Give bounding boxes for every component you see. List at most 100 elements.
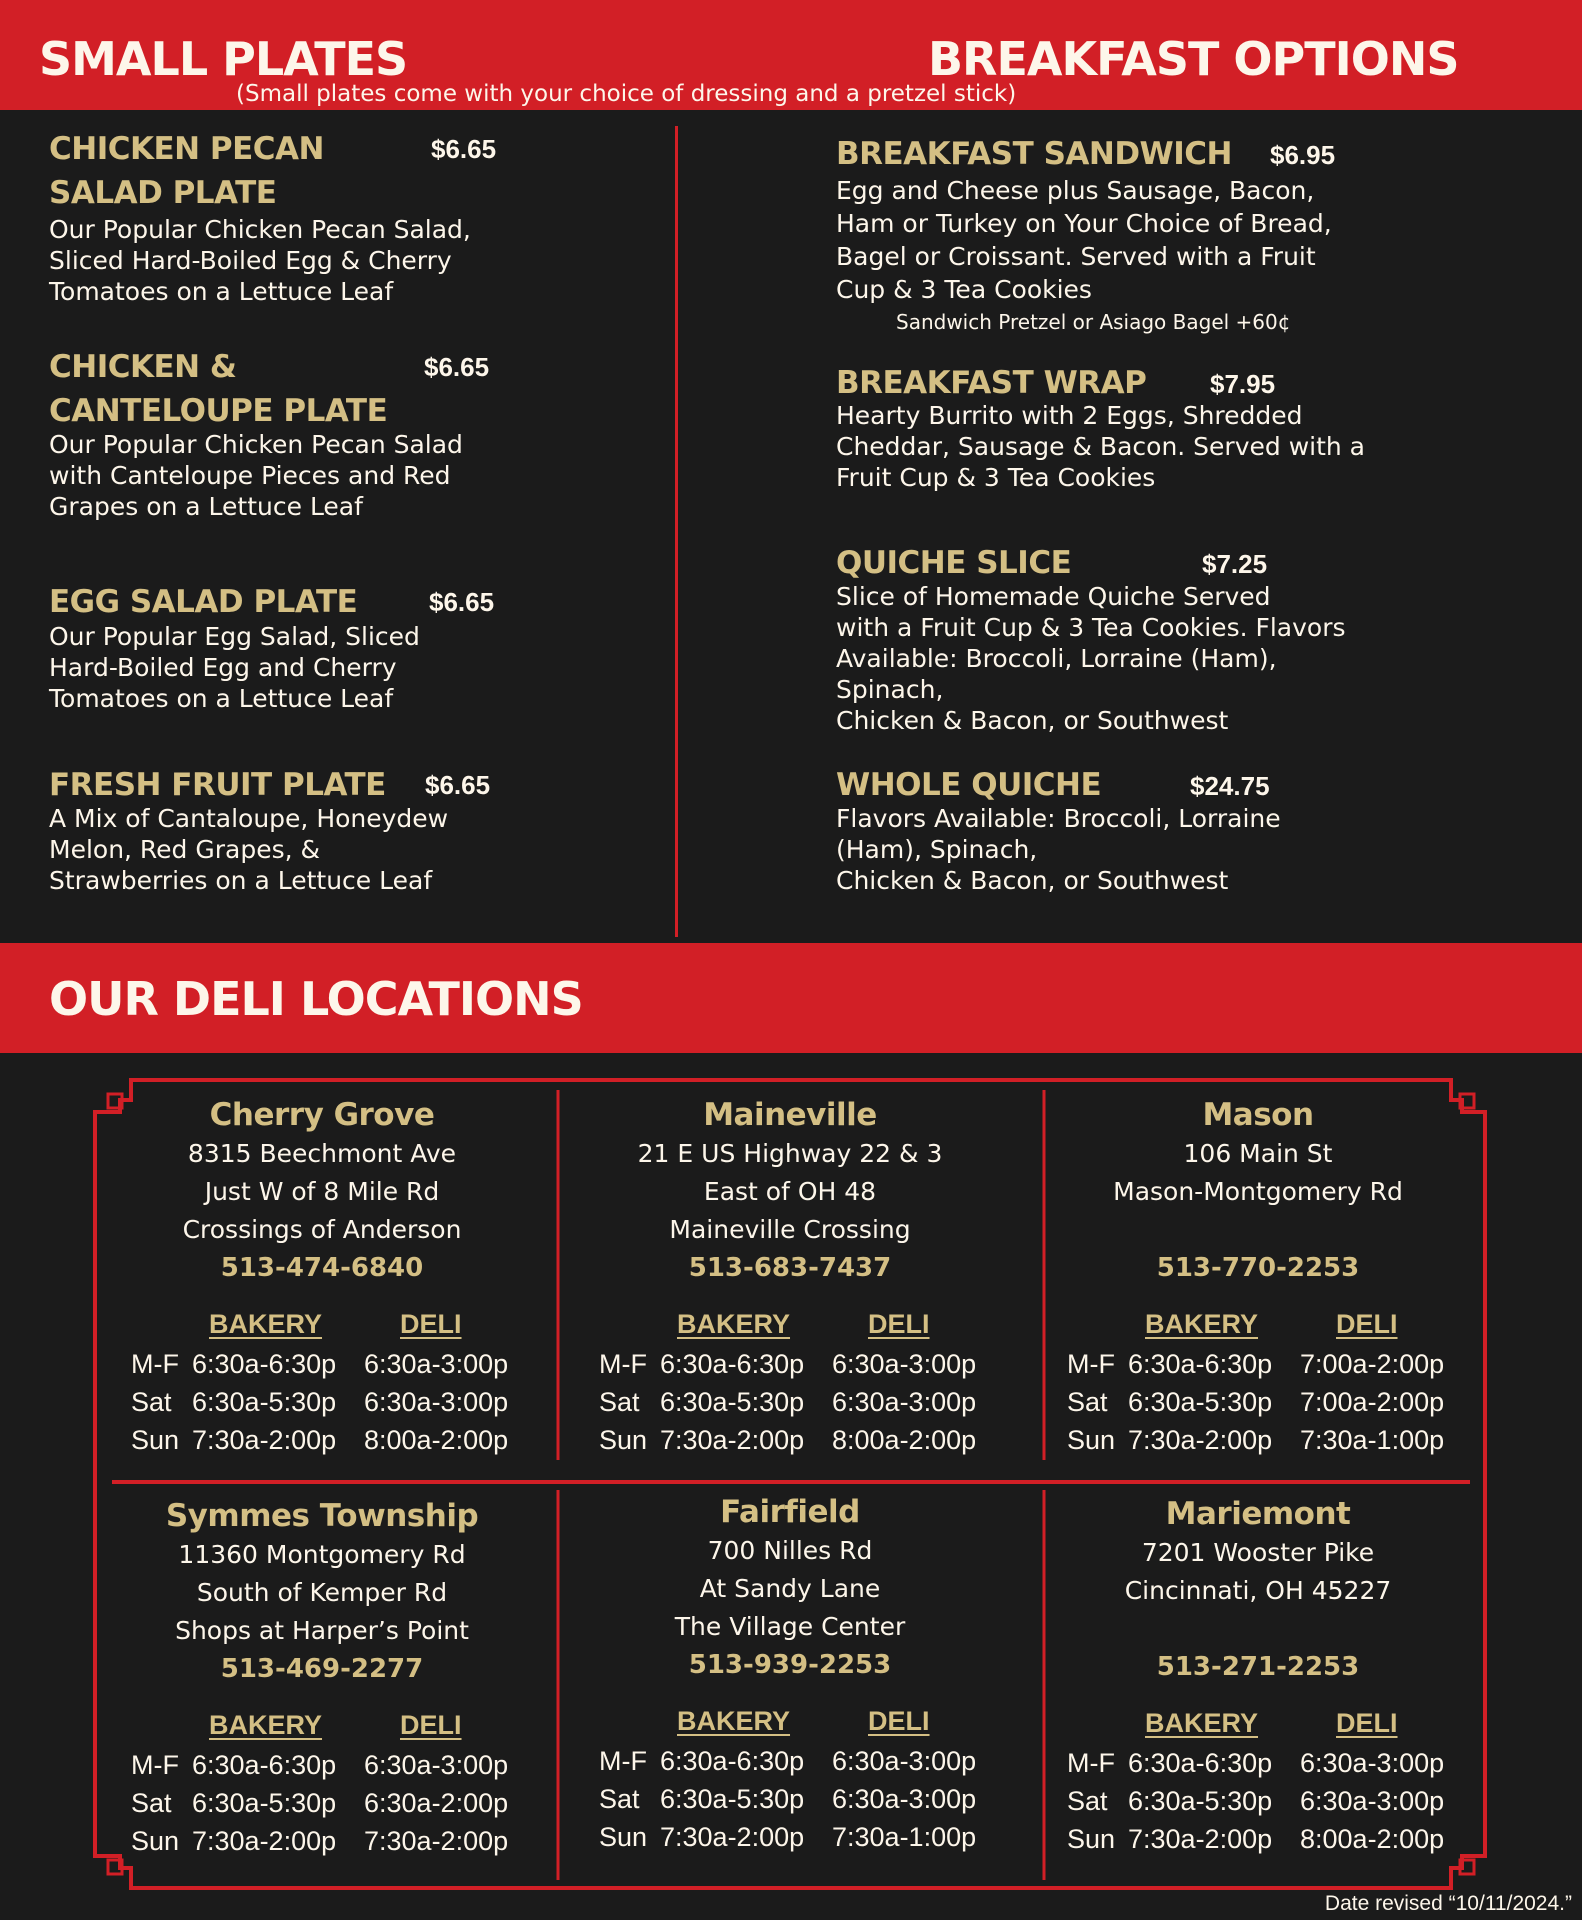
deli-hours: 7:00a-2:00p — [1300, 1387, 1445, 1417]
item-price: $6.65 — [429, 587, 495, 617]
location-address-line — [1028, 1211, 1488, 1249]
hours-row: Sat 6:30a-5:30p 6:30a-2:00p — [92, 1784, 552, 1822]
menu-column-divider — [675, 126, 678, 937]
item-name: EGG SALAD PLATE — [49, 584, 358, 620]
location-phone: 513-939-2253 — [688, 1650, 892, 1680]
deli-hours: 6:30a-3:00p — [364, 1750, 509, 1780]
item-description: A Mix of Cantaloupe, Honeydew Melon, Red… — [49, 804, 449, 895]
hours-day: M-F — [131, 1349, 179, 1379]
deli-hours: 7:30a-2:00p — [364, 1826, 509, 1856]
hours-row: M-F 6:30a-6:30p 6:30a-3:00p — [560, 1742, 1020, 1780]
hours-day: M-F — [599, 1349, 647, 1379]
location-address-line — [1028, 1610, 1488, 1648]
hours-row: M-F 6:30a-6:30p 6:30a-3:00p — [92, 1746, 552, 1784]
deli-label: DELI — [868, 1706, 930, 1736]
deli-hours: 7:30a-1:00p — [1300, 1425, 1445, 1455]
item-name: CHICKEN PECAN — [49, 131, 325, 167]
hours-header: BAKERY DELI — [92, 1710, 552, 1746]
location-phone: 513-683-7437 — [688, 1253, 892, 1283]
location-name: Mason — [1202, 1097, 1314, 1133]
item-description: Hearty Burrito with 2 Eggs, Shredded Che… — [836, 401, 1366, 492]
deli-hours: 6:30a-3:00p — [1300, 1748, 1445, 1778]
deli-hours: 7:00a-2:00p — [1300, 1349, 1445, 1379]
bakery-label: BAKERY — [677, 1309, 791, 1339]
bakery-hours: 6:30a-5:30p — [1128, 1387, 1273, 1417]
location-address-line: 106 Main St — [1183, 1139, 1333, 1168]
hours-row: Sun 7:30a-2:00p 7:30a-2:00p — [92, 1822, 552, 1860]
menu-header-band — [0, 0, 1582, 110]
bakery-hours: 6:30a-6:30p — [660, 1349, 805, 1379]
location-address-line: Crossings of Anderson — [182, 1215, 462, 1244]
hours-day: Sun — [1067, 1824, 1116, 1854]
location-address-line: 21 E US Highway 22 & 3 — [637, 1139, 943, 1168]
deli-hours: 6:30a-3:00p — [364, 1387, 509, 1417]
hours-day: Sat — [131, 1387, 172, 1417]
location-phone: 513-469-2277 — [220, 1654, 424, 1684]
hours-row: Sat 6:30a-5:30p 6:30a-3:00p — [560, 1383, 1020, 1421]
hours-header: BAKERY DELI — [92, 1309, 552, 1345]
deli-label: DELI — [400, 1309, 462, 1339]
bakery-label: BAKERY — [209, 1710, 323, 1740]
item-description: Our Popular Chicken Pecan Salad, Sliced … — [49, 215, 471, 306]
location-address-line: Mason-Montgomery Rd — [1113, 1177, 1403, 1206]
item-price: $6.65 — [424, 352, 490, 382]
deli-hours: 6:30a-3:00p — [832, 1349, 977, 1379]
item-price: $6.65 — [425, 770, 491, 800]
deli-hours: 8:00a-2:00p — [1300, 1824, 1445, 1854]
hours-row: Sun 7:30a-2:00p 8:00a-2:00p — [560, 1421, 1020, 1459]
bakery-hours: 6:30a-5:30p — [1128, 1786, 1273, 1816]
hours-row: M-F 6:30a-6:30p 6:30a-3:00p — [1028, 1744, 1488, 1782]
item-description: Egg and Cheese plus Sausage, Bacon, Ham … — [836, 176, 1332, 304]
hours-header: BAKERY DELI — [1028, 1708, 1488, 1744]
location-address-line: East of OH 48 — [703, 1177, 877, 1206]
location-address-line: The Village Center — [674, 1612, 906, 1641]
hours-row: Sat 6:30a-5:30p 7:00a-2:00p — [1028, 1383, 1488, 1421]
deli-hours: 8:00a-2:00p — [832, 1425, 977, 1455]
hours-row: Sun 7:30a-2:00p 8:00a-2:00p — [92, 1421, 552, 1459]
deli-hours: 6:30a-3:00p — [1300, 1786, 1445, 1816]
location-address-line: 11360 Montgomery Rd — [178, 1540, 466, 1569]
bakery-hours: 6:30a-6:30p — [192, 1349, 337, 1379]
bakery-hours: 6:30a-5:30p — [192, 1387, 337, 1417]
location-phone: 513-474-6840 — [220, 1253, 424, 1283]
bakery-hours: 7:30a-2:00p — [1128, 1824, 1273, 1854]
location-name: Mariemont — [1165, 1496, 1351, 1532]
deli-hours: 6:30a-3:00p — [832, 1387, 977, 1417]
deli-label: DELI — [868, 1309, 930, 1339]
deli-label: DELI — [1336, 1309, 1398, 1339]
bakery-hours: 6:30a-5:30p — [660, 1784, 805, 1814]
hours-day: Sat — [599, 1387, 640, 1417]
hours-day: Sat — [131, 1788, 172, 1818]
bakery-hours: 6:30a-5:30p — [660, 1387, 805, 1417]
hours-row: Sat 6:30a-5:30p 6:30a-3:00p — [1028, 1782, 1488, 1820]
location-card: Fairfield 700 Nilles Rd At Sandy Lane The V… — [560, 1492, 1020, 1856]
hours-day: M-F — [1067, 1748, 1115, 1778]
bakery-label: BAKERY — [1145, 1708, 1259, 1738]
location-address-line: 7201 Wooster Pike — [1141, 1538, 1375, 1567]
item-price: $6.65 — [431, 134, 497, 164]
item-price: $7.25 — [1202, 549, 1268, 579]
hours-day: Sun — [599, 1822, 648, 1852]
hours-row: M-F 6:30a-6:30p 6:30a-3:00p — [560, 1345, 1020, 1383]
location-address-line: Shops at Harper’s Point — [175, 1616, 469, 1645]
breakfast-options-title: BREAKFAST OPTIONS — [928, 32, 1459, 86]
bakery-hours: 6:30a-6:30p — [660, 1746, 805, 1776]
location-name: Cherry Grove — [209, 1097, 435, 1133]
item-note: Sandwich Pretzel or Asiago Bagel +60¢ — [896, 310, 1291, 334]
item-name: WHOLE QUICHE — [836, 767, 1102, 803]
hours-day: Sat — [599, 1784, 640, 1814]
hours-row: Sun 7:30a-2:00p 7:30a-1:00p — [560, 1818, 1020, 1856]
hours-row: Sat 6:30a-5:30p 6:30a-3:00p — [560, 1780, 1020, 1818]
location-address-line: Cincinnati, OH 45227 — [1124, 1576, 1392, 1605]
small-plates-subtitle: (Small plates come with your choice of d… — [236, 81, 1017, 107]
hours-row: M-F 6:30a-6:30p 7:00a-2:00p — [1028, 1345, 1488, 1383]
bakery-hours: 6:30a-6:30p — [1128, 1349, 1273, 1379]
location-card: Symmes Township 11360 Montgomery Rd South … — [92, 1496, 552, 1860]
hours-day: Sat — [1067, 1387, 1108, 1417]
deli-label: DELI — [400, 1710, 462, 1740]
location-address-line: 700 Nilles Rd — [707, 1536, 873, 1565]
bakery-label: BAKERY — [1145, 1309, 1259, 1339]
item-price: $6.95 — [1270, 140, 1336, 170]
deli-hours: 6:30a-3:00p — [364, 1349, 509, 1379]
item-name: SALAD PLATE — [49, 175, 277, 211]
